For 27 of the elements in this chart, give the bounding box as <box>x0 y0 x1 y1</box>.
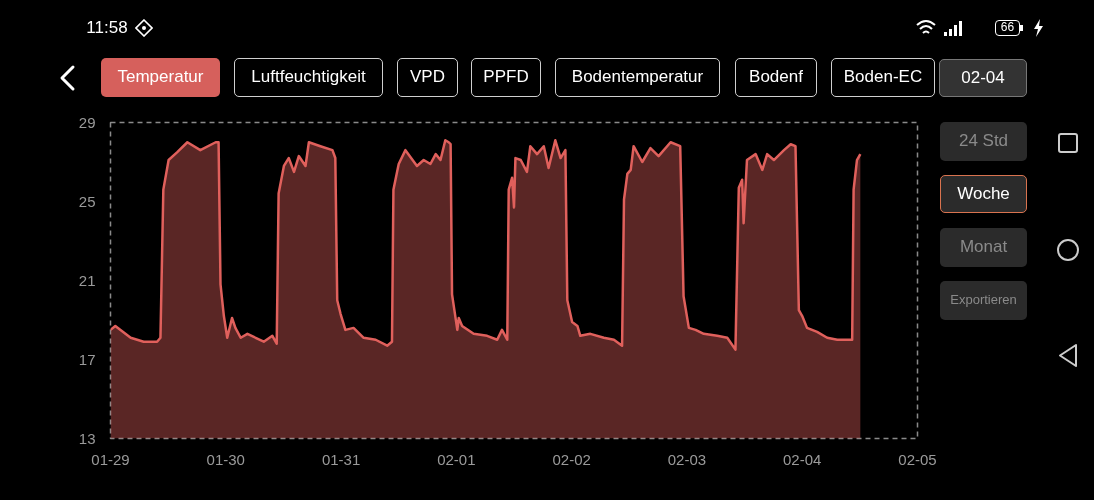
text: Exportieren <box>940 281 1027 320</box>
x-tick-label: 01-31 <box>321 450 361 468</box>
x-tick-label: 01-29 <box>91 450 130 468</box>
y-tick-label: 25 <box>78 192 96 210</box>
text: VPD <box>397 58 458 97</box>
chart-title: Temperatur <box>101 58 220 97</box>
text: Boden-EC <box>831 58 935 97</box>
text: 24 Std <box>940 122 1027 161</box>
text: 66 <box>995 20 1020 36</box>
text: 11:58 <box>85 17 129 38</box>
text: Bodenf <box>735 58 817 97</box>
text: Luftfeuchtigkeit <box>234 58 383 97</box>
text: PPFD <box>471 58 541 97</box>
text: 02-04 <box>939 59 1027 97</box>
x-tick-label: 02-01 <box>437 450 476 468</box>
x-tick-label: 02-04 <box>783 450 822 468</box>
x-tick-label: 02-02 <box>552 450 591 468</box>
y-tick-label: 17 <box>78 350 96 368</box>
x-tick-label: 02-05 <box>898 450 937 468</box>
text: Bodentemperatur <box>555 58 720 97</box>
y-tick-label: 29 <box>78 113 96 131</box>
x-tick-label: 02-03 <box>667 450 707 468</box>
x-tick-label: 01-30 <box>206 450 245 468</box>
text: Monat <box>940 228 1027 267</box>
y-tick-label: 21 <box>78 271 96 289</box>
text: Woche <box>940 175 1027 213</box>
y-tick-label: 13 <box>78 429 96 447</box>
